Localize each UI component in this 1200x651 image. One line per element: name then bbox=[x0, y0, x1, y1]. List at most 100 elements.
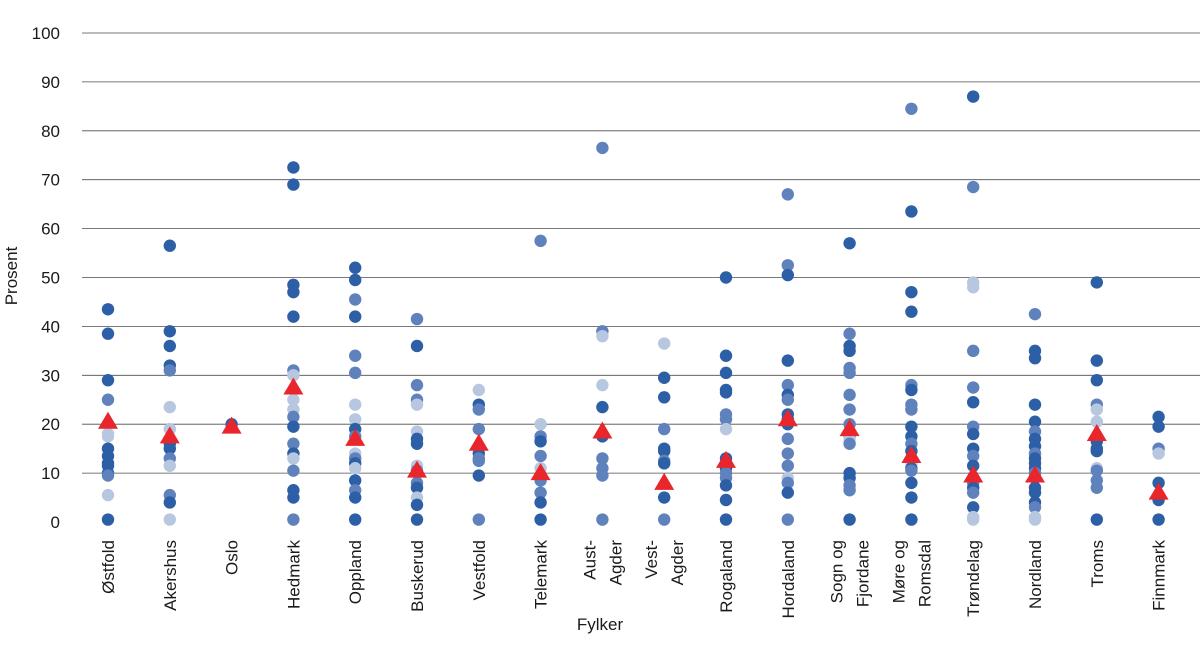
data-point bbox=[905, 102, 918, 115]
x-category-label: Agder bbox=[606, 540, 625, 586]
data-point bbox=[905, 476, 918, 490]
x-category-label: Rogaland bbox=[717, 540, 736, 613]
data-point bbox=[905, 205, 918, 218]
x-category-label: Østfold bbox=[99, 540, 118, 594]
data-point bbox=[596, 329, 609, 343]
data-point bbox=[781, 486, 794, 499]
data-point bbox=[287, 410, 300, 424]
x-category-label: Møre og bbox=[889, 540, 908, 603]
data-point bbox=[349, 273, 362, 287]
mean-triangle bbox=[221, 416, 242, 434]
data-point bbox=[1152, 410, 1165, 424]
mean-triangle bbox=[592, 421, 613, 439]
data-point bbox=[1028, 513, 1042, 526]
data-point bbox=[967, 281, 980, 294]
x-category-label: Vest- bbox=[642, 540, 661, 579]
data-point bbox=[1090, 464, 1104, 477]
data-point bbox=[658, 337, 671, 350]
data-point bbox=[287, 452, 300, 465]
data-point bbox=[781, 459, 794, 472]
data-point bbox=[163, 325, 176, 338]
data-point bbox=[534, 449, 547, 463]
data-point bbox=[1152, 420, 1165, 433]
mean-triangle bbox=[777, 409, 798, 427]
data-point bbox=[101, 488, 115, 502]
x-category-label: Oslo bbox=[223, 540, 242, 575]
mean-triangle bbox=[1148, 482, 1169, 500]
x-axis-title: Fylker bbox=[577, 615, 624, 634]
data-point bbox=[101, 469, 115, 482]
data-point bbox=[843, 484, 856, 497]
x-category-label: Sogn og bbox=[828, 540, 847, 603]
data-point bbox=[781, 393, 794, 406]
data-point bbox=[719, 366, 733, 380]
data-point bbox=[101, 430, 115, 443]
y-axis-ticks: 0 10 20 30 40 50 60 70 80 90 100 bbox=[32, 24, 60, 532]
data-point bbox=[534, 234, 547, 248]
data-point bbox=[781, 447, 794, 460]
data-points bbox=[101, 90, 1165, 526]
data-point bbox=[596, 469, 609, 482]
data-point bbox=[349, 413, 362, 426]
data-point bbox=[163, 364, 176, 377]
data-point bbox=[410, 437, 424, 450]
data-point bbox=[1090, 481, 1104, 494]
data-point bbox=[719, 513, 733, 526]
data-point bbox=[410, 339, 424, 353]
data-point bbox=[967, 449, 980, 463]
y-tick-label: 20 bbox=[41, 415, 60, 434]
data-point bbox=[349, 513, 362, 526]
data-point bbox=[287, 393, 300, 406]
data-point bbox=[287, 178, 300, 191]
grid-lines bbox=[82, 32, 1200, 474]
data-point bbox=[905, 491, 918, 504]
x-category-label: Romsdal bbox=[915, 540, 934, 607]
data-point bbox=[719, 386, 733, 399]
x-category-label: Agder bbox=[668, 540, 687, 586]
data-point bbox=[967, 344, 980, 358]
x-category-label: Akershus bbox=[161, 540, 180, 611]
mean-triangle bbox=[654, 472, 675, 490]
y-tick-label: 40 bbox=[41, 317, 60, 336]
x-category-label: Telemark bbox=[532, 540, 551, 609]
data-point bbox=[101, 327, 115, 340]
data-point bbox=[781, 476, 794, 490]
y-tick-label: 30 bbox=[41, 366, 60, 385]
data-point bbox=[534, 435, 547, 448]
data-point bbox=[905, 285, 918, 299]
data-point bbox=[163, 400, 176, 414]
data-point bbox=[1090, 415, 1104, 428]
data-point bbox=[287, 437, 300, 450]
data-point bbox=[1090, 444, 1104, 458]
data-point bbox=[843, 437, 856, 450]
x-category-label: Hordaland bbox=[779, 540, 798, 618]
data-point bbox=[596, 513, 609, 526]
x-category-label: Vestfold bbox=[470, 540, 489, 601]
data-point bbox=[163, 442, 176, 455]
data-point bbox=[658, 457, 671, 470]
data-point bbox=[472, 513, 485, 526]
data-point bbox=[781, 259, 794, 272]
y-tick-label: 90 bbox=[41, 73, 60, 92]
data-point bbox=[658, 391, 671, 404]
x-category-label: Troms bbox=[1088, 540, 1107, 588]
data-point bbox=[905, 383, 918, 397]
mean-triangle bbox=[345, 428, 366, 446]
mean-triangle bbox=[468, 433, 489, 451]
data-point bbox=[410, 312, 424, 326]
data-point bbox=[349, 293, 362, 306]
data-point bbox=[410, 378, 424, 392]
data-point bbox=[781, 513, 794, 526]
data-point bbox=[967, 381, 980, 394]
data-point bbox=[101, 393, 115, 406]
data-point bbox=[472, 383, 485, 397]
mean-triangle bbox=[839, 419, 860, 437]
x-category-label: Trøndelag bbox=[964, 540, 983, 617]
data-point bbox=[163, 496, 176, 509]
y-tick-label: 0 bbox=[51, 513, 60, 532]
x-category-label: Finnmark bbox=[1150, 540, 1169, 611]
data-point bbox=[410, 398, 424, 411]
data-point bbox=[349, 491, 362, 504]
data-point bbox=[534, 486, 547, 499]
data-point bbox=[781, 432, 794, 446]
